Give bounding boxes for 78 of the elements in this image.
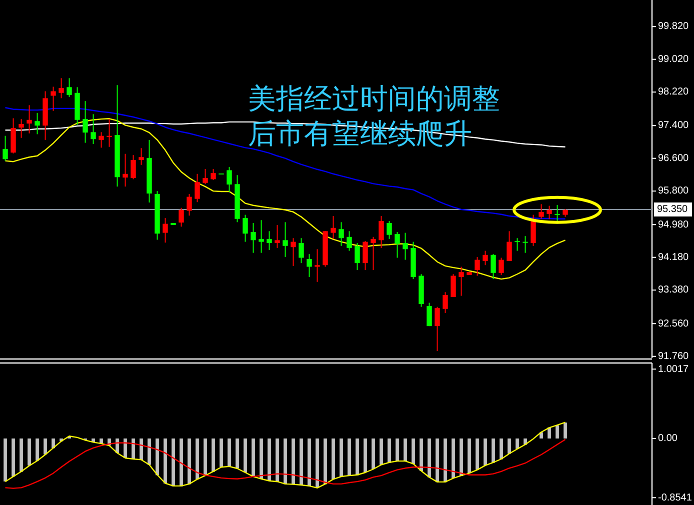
bar — [4, 438, 7, 482]
y-tick-label: 99.020 — [658, 54, 690, 65]
bar — [564, 422, 567, 439]
y-tick-label: 1.0017 — [658, 364, 690, 375]
bar — [164, 438, 167, 484]
bar — [188, 438, 191, 484]
y-tick-label: 93.380 — [658, 284, 690, 296]
bar — [436, 438, 439, 482]
bar — [124, 438, 127, 458]
bar — [300, 438, 303, 485]
bar — [460, 438, 463, 476]
line-series — [4, 118, 566, 280]
bar — [100, 438, 103, 444]
bar — [332, 438, 335, 480]
bar — [468, 438, 471, 474]
bar — [316, 438, 319, 488]
bar — [140, 438, 143, 460]
bar — [20, 438, 23, 472]
y-tick-label: 98.220 — [658, 86, 690, 98]
bar — [412, 438, 415, 464]
y-tick-label: 91.760 — [658, 351, 690, 362]
bar — [204, 438, 207, 476]
bar — [236, 438, 239, 468]
bar — [252, 438, 255, 477]
bar — [516, 438, 519, 449]
bar — [364, 438, 367, 472]
bar — [228, 438, 231, 466]
y-tick-label: 94.980 — [658, 219, 690, 230]
bar — [260, 438, 263, 479]
bar — [148, 438, 151, 465]
y-tick-label: 99.820 — [658, 21, 690, 32]
line-series — [4, 438, 566, 489]
bar — [196, 438, 199, 480]
bar — [220, 438, 223, 467]
y-tick-label: 0.00 — [658, 433, 678, 444]
bar — [484, 438, 487, 466]
bar — [428, 438, 431, 478]
bar — [324, 438, 327, 484]
bar — [172, 438, 175, 486]
bar — [284, 438, 287, 484]
bar — [404, 438, 407, 462]
bar — [452, 438, 455, 478]
bar — [500, 438, 503, 460]
bar — [476, 438, 479, 470]
bar — [36, 438, 39, 461]
bar — [44, 438, 47, 454]
bar — [212, 438, 215, 472]
bar — [356, 438, 359, 476]
bar — [396, 438, 399, 462]
y-tick-label: 96.600 — [658, 152, 690, 164]
bar — [372, 438, 375, 469]
bar — [292, 438, 295, 484]
bar — [276, 438, 279, 482]
bar — [308, 438, 311, 486]
bar — [244, 438, 247, 472]
y-tick-label: 97.400 — [658, 120, 690, 132]
bar — [492, 438, 495, 463]
bar — [548, 427, 551, 439]
y-tick-label: 94.180 — [658, 252, 690, 263]
bar — [156, 438, 159, 476]
bar — [28, 438, 31, 466]
bar — [556, 425, 559, 438]
bar — [340, 438, 343, 477]
y-tick-label: 95.800 — [658, 186, 690, 197]
bar — [508, 438, 511, 454]
bar — [388, 438, 391, 463]
bar — [180, 438, 183, 486]
annotation: 美指经过时间的调整 — [248, 82, 500, 115]
y-tick-label: -0.8541 — [658, 492, 692, 504]
bar — [444, 438, 447, 482]
line-series — [4, 422, 566, 489]
bar — [268, 438, 271, 481]
y-tick-label: 92.560 — [658, 318, 690, 330]
bar — [420, 438, 423, 472]
bar — [380, 438, 383, 465]
bar — [12, 438, 15, 477]
ref-line-label: 95.350 — [657, 204, 688, 216]
bar — [348, 438, 351, 476]
